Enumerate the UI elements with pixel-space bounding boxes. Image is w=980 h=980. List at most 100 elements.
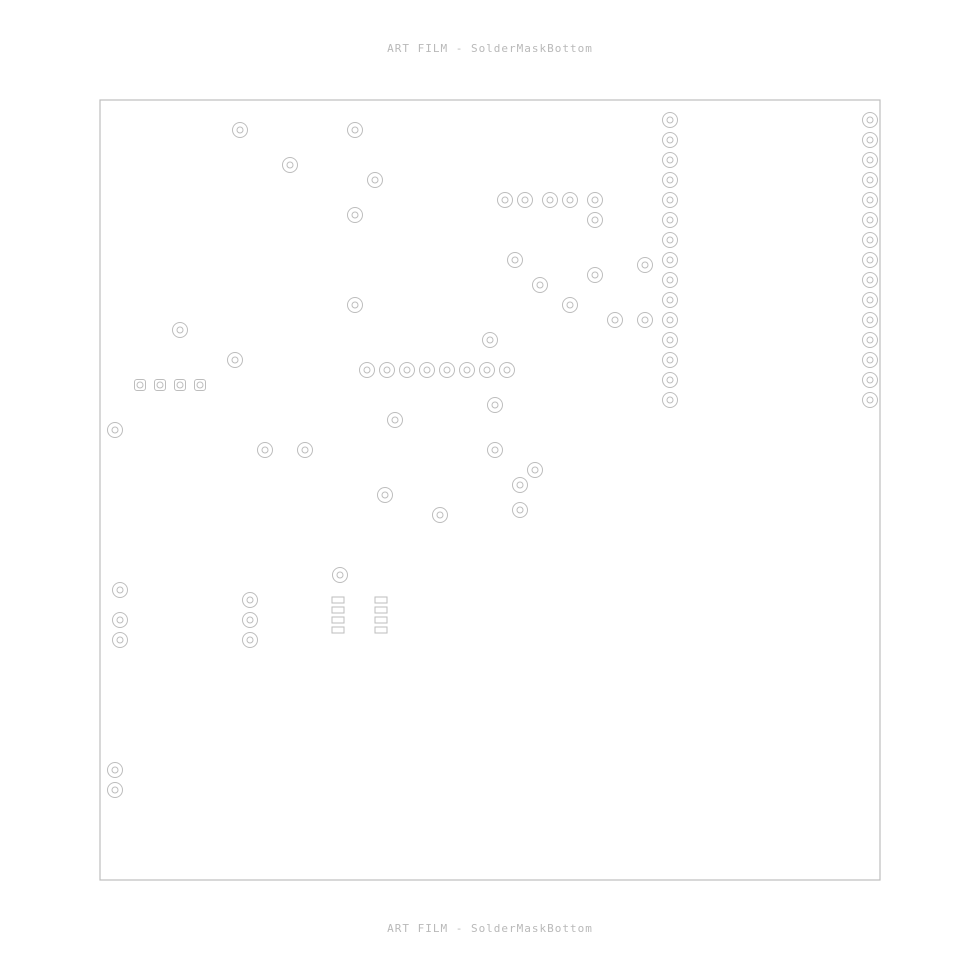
pad-ring bbox=[367, 172, 383, 188]
header-pad-ring bbox=[174, 379, 186, 391]
pad-drill bbox=[351, 211, 359, 219]
pad-ring bbox=[862, 112, 878, 128]
pad bbox=[479, 362, 495, 378]
pad bbox=[542, 192, 558, 208]
pad bbox=[347, 207, 363, 223]
film-title-bottom: ART FILM - SolderMaskBottom bbox=[387, 922, 593, 935]
pad-ring bbox=[662, 192, 678, 208]
pad-ring bbox=[862, 212, 878, 228]
pad-ring bbox=[377, 487, 393, 503]
pad bbox=[862, 112, 878, 128]
pad-ring bbox=[662, 212, 678, 228]
pad-drill bbox=[666, 256, 674, 264]
pad-ring bbox=[862, 252, 878, 268]
pad bbox=[862, 172, 878, 188]
pad-drill bbox=[111, 426, 119, 434]
pad-drill bbox=[351, 301, 359, 309]
pad-drill bbox=[666, 316, 674, 324]
header-pad bbox=[154, 379, 166, 391]
pad-ring bbox=[587, 212, 603, 228]
pad-ring bbox=[512, 477, 528, 493]
pad-drill bbox=[336, 571, 344, 579]
pad-drill bbox=[111, 766, 119, 774]
pad-drill bbox=[611, 316, 619, 324]
pad-ring bbox=[112, 582, 128, 598]
pad-ring bbox=[512, 502, 528, 518]
pad-ring bbox=[282, 157, 298, 173]
pad bbox=[862, 252, 878, 268]
pad bbox=[419, 362, 435, 378]
pad bbox=[512, 502, 528, 518]
pad-drill bbox=[111, 786, 119, 794]
pad-drill bbox=[866, 316, 874, 324]
pad-ring bbox=[499, 362, 515, 378]
pad-drill bbox=[511, 256, 519, 264]
pad bbox=[507, 252, 523, 268]
pad-drill bbox=[866, 116, 874, 124]
smd-pad bbox=[331, 606, 345, 614]
pad-drill bbox=[231, 356, 239, 364]
pad-drill bbox=[351, 126, 359, 134]
pad bbox=[257, 442, 273, 458]
pad bbox=[379, 362, 395, 378]
pad-ring bbox=[379, 362, 395, 378]
header-pad-ring bbox=[154, 379, 166, 391]
pad-ring bbox=[862, 232, 878, 248]
pad-drill bbox=[261, 446, 269, 454]
pad bbox=[377, 487, 393, 503]
pad-ring bbox=[662, 252, 678, 268]
pad bbox=[487, 442, 503, 458]
pad-ring bbox=[862, 152, 878, 168]
pad-drill bbox=[521, 196, 529, 204]
smd-pad bbox=[374, 616, 388, 624]
pad-drill bbox=[491, 446, 499, 454]
pad-ring bbox=[662, 292, 678, 308]
pad bbox=[347, 122, 363, 138]
pad-drill bbox=[423, 366, 431, 374]
pad-ring bbox=[587, 192, 603, 208]
smd-pad bbox=[331, 616, 345, 624]
pad-ring bbox=[432, 507, 448, 523]
pad-drill bbox=[666, 336, 674, 344]
pad-ring bbox=[242, 592, 258, 608]
pad-ring bbox=[662, 112, 678, 128]
pad-drill bbox=[531, 466, 539, 474]
pad-drill bbox=[371, 176, 379, 184]
pad-drill bbox=[286, 161, 294, 169]
header-pad bbox=[134, 379, 146, 391]
pad-ring bbox=[172, 322, 188, 338]
pad-drill bbox=[866, 196, 874, 204]
pad bbox=[562, 297, 578, 313]
pad bbox=[399, 362, 415, 378]
pad-drill bbox=[866, 256, 874, 264]
pad bbox=[482, 332, 498, 348]
pad-ring bbox=[607, 312, 623, 328]
pad bbox=[862, 132, 878, 148]
pad-drill bbox=[866, 136, 874, 144]
pad-ring bbox=[862, 352, 878, 368]
pad-ring bbox=[112, 612, 128, 628]
pad-ring bbox=[107, 782, 123, 798]
pad-drill bbox=[116, 636, 124, 644]
pad-ring bbox=[862, 272, 878, 288]
pad bbox=[662, 172, 678, 188]
pad-ring bbox=[862, 132, 878, 148]
pad bbox=[459, 362, 475, 378]
pad-drill bbox=[246, 596, 254, 604]
pad bbox=[107, 762, 123, 778]
pad bbox=[527, 462, 543, 478]
pad-ring bbox=[862, 192, 878, 208]
pad-ring bbox=[482, 332, 498, 348]
pad-ring bbox=[387, 412, 403, 428]
pad-ring bbox=[399, 362, 415, 378]
pad-ring bbox=[232, 122, 248, 138]
pad bbox=[862, 272, 878, 288]
pad bbox=[662, 372, 678, 388]
pad-ring bbox=[459, 362, 475, 378]
pad bbox=[242, 592, 258, 608]
pad bbox=[487, 397, 503, 413]
pad-ring bbox=[662, 172, 678, 188]
smd-pad bbox=[331, 596, 345, 604]
pad-drill bbox=[503, 366, 511, 374]
